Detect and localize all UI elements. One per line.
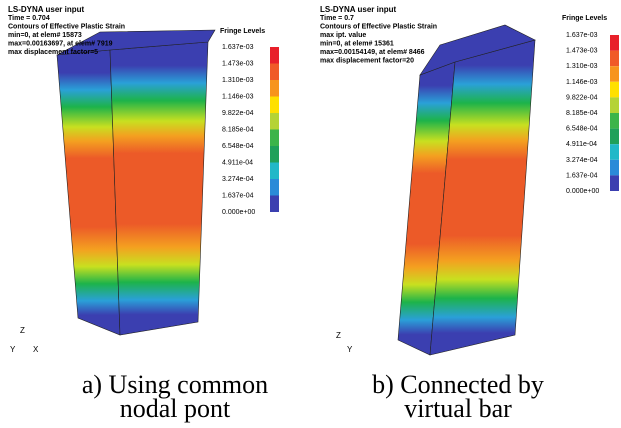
fringe-title: Fringe Levels	[220, 28, 265, 35]
fringe-color	[270, 113, 279, 130]
fringe-color	[610, 35, 619, 51]
fringe-color	[270, 97, 279, 114]
fringe-color	[270, 146, 279, 163]
fringe-level: 1.637e-04	[566, 172, 598, 179]
fringe-level: 8.185e-04	[222, 127, 254, 134]
info-line: Time = 0.704	[8, 15, 50, 22]
info-line: Time = 0.7	[320, 15, 354, 22]
triad-label: Z	[20, 326, 25, 335]
info-line: max=0.00163697, at elem# 7919	[8, 41, 113, 48]
fringe-level: 9.822e-04	[222, 110, 254, 117]
caption: nodal pont	[120, 394, 231, 423]
fringe-level: 3.274e-04	[566, 157, 598, 164]
fringe-color	[270, 80, 279, 97]
fringe-color	[610, 97, 619, 113]
fringe-level: 1.310e-03	[566, 63, 598, 70]
fringe-color	[270, 47, 279, 64]
fringe-level: 1.146e-03	[566, 79, 598, 86]
info-line: max=0.00154149, at elem# 8466	[320, 49, 425, 56]
fringe-level: 0.000e+00	[222, 209, 255, 216]
fringe-color	[610, 113, 619, 129]
prism-b	[398, 25, 535, 355]
fringe-color	[270, 179, 279, 196]
fringe-level: 1.637e-04	[222, 193, 254, 200]
fringe-color	[610, 129, 619, 145]
fringe-level: 1.473e-03	[222, 61, 254, 68]
fringe-level: 3.274e-04	[222, 176, 254, 183]
fringe-level: 6.548e-04	[222, 143, 254, 150]
fringe-title: Fringe Levels	[562, 15, 607, 22]
figure: LS-DYNA user inputTime = 0.704Contours o…	[0, 0, 621, 428]
panel-title: LS-DYNA user input	[320, 5, 396, 14]
panel-title: LS-DYNA user input	[8, 5, 84, 14]
fringe-level: 8.185e-04	[566, 110, 598, 117]
fringe-level: 9.822e-04	[566, 94, 598, 101]
fringe-level: 1.637e-03	[222, 44, 254, 51]
info-line: max displacement factor=20	[320, 58, 414, 65]
fringe-color	[610, 82, 619, 98]
info-line: Contours of Effective Plastic Strain	[8, 24, 125, 31]
fringe-level: 4.911e-04	[222, 160, 253, 167]
triad-label: Y	[10, 345, 16, 354]
fringe-level: 4.911e-04	[566, 141, 597, 148]
info-line: min=0, at elem# 15361	[320, 41, 394, 48]
fringe-level: 0.000e+00	[566, 188, 599, 195]
fringe-color	[610, 66, 619, 82]
fringe-level: 1.146e-03	[222, 94, 254, 101]
info-line: min=0, at elem# 15873	[8, 32, 82, 39]
caption: virtual bar	[404, 394, 512, 423]
fringe-color	[610, 51, 619, 67]
triad-label: Z	[336, 331, 341, 340]
info-line: Contours of Effective Plastic Strain	[320, 24, 437, 31]
triad-label: X	[33, 345, 39, 354]
fringe-color	[610, 160, 619, 176]
fringe-color	[270, 64, 279, 81]
fringe-color	[270, 196, 279, 213]
prism-a	[57, 30, 215, 335]
fringe-color	[270, 130, 279, 147]
fringe-color	[610, 144, 619, 160]
fringe-color	[610, 175, 619, 191]
info-line: max ipt. value	[320, 32, 366, 39]
triad-label: Y	[347, 345, 353, 354]
fringe-level: 1.473e-03	[566, 48, 598, 55]
fringe-level: 1.310e-03	[222, 77, 254, 84]
fringe-level: 6.548e-04	[566, 126, 598, 133]
fringe-color	[270, 163, 279, 180]
fringe-level: 1.637e-03	[566, 32, 598, 39]
info-line: max displacement factor=5	[8, 49, 98, 56]
